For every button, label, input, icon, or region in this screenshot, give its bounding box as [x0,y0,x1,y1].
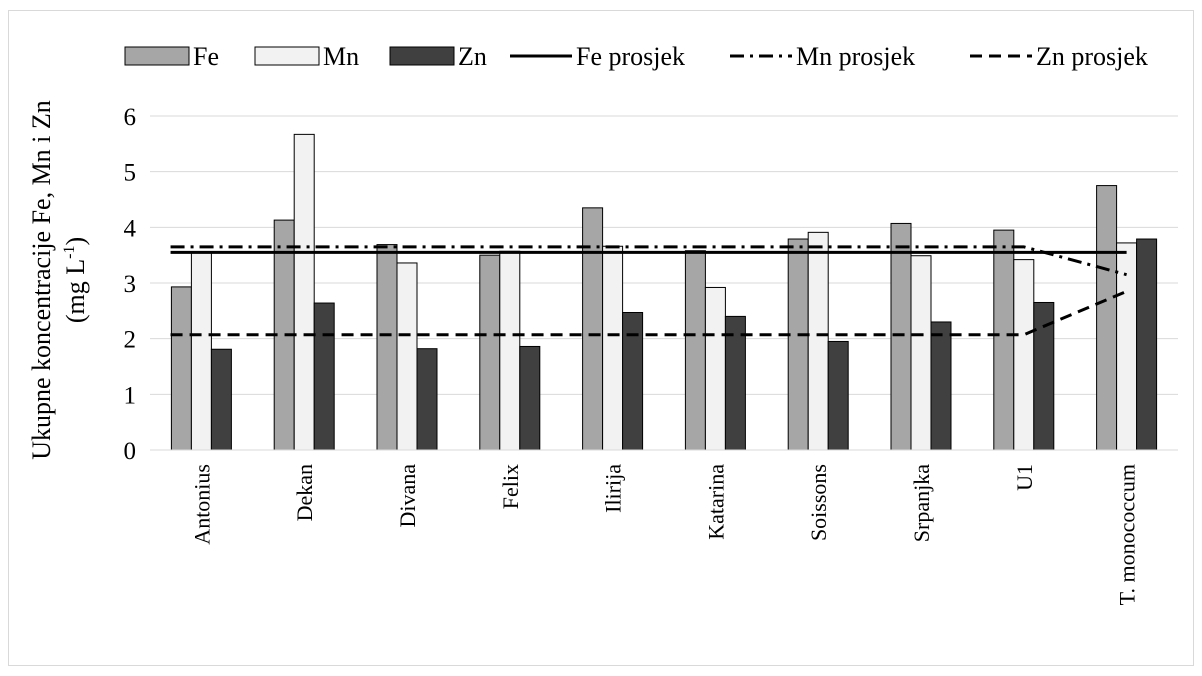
bar-fe-4 [582,207,604,451]
legend-label: Mn [323,42,359,71]
bar-mn-8 [1013,259,1035,451]
category-label: Antonius [189,464,214,545]
y-tick-label: 5 [124,160,137,187]
bar-mn-6 [807,231,829,451]
bar-fe-7 [890,222,912,451]
bar-fe-6 [787,238,809,451]
bar-zn-7 [930,321,952,451]
y-tick-label: 2 [124,327,137,354]
category-label: T. monococcum [1115,464,1140,605]
bar-mn-1 [293,133,315,451]
avg-line-zn-prosjek [170,289,1128,337]
legend-swatch-fe [124,46,190,66]
category-label: Felix [498,464,523,509]
bar-fe-3 [479,254,501,451]
y-axis-title-line1: Ukupne koncentracije Fe, Mn i Zn [27,100,56,460]
legend-label: Zn [458,42,487,71]
bar-zn-9 [1136,238,1158,451]
bar-fe-0 [170,286,192,451]
legend-label: Fe prosjek [576,42,685,71]
bar-mn-2 [396,262,418,451]
y-tick-label: 6 [124,104,137,131]
bar-zn-4 [622,312,644,451]
bar-fe-8 [993,229,1015,451]
bar-mn-5 [704,286,726,451]
legend: Fe Mn Zn Fe prosjek Mn prosjek Zn prosjek [124,42,1148,71]
bar-fe-5 [684,250,706,451]
avg-line-mn-prosjek [170,245,1127,277]
y-tick-label: 3 [124,271,137,298]
bar-mn-4 [602,245,624,451]
y-tick-label: 0 [124,438,137,465]
average-lines [170,245,1128,337]
legend-label: Mn prosjek [796,42,915,71]
bar-mn-7 [910,255,932,451]
bar-zn-1 [313,302,335,451]
legend-swatch-mn [254,46,320,66]
category-label: Divana [395,464,420,528]
bar-zn-0 [210,348,232,451]
legend-label: Fe [193,42,219,71]
y-tick-label: 4 [124,215,137,242]
category-label: Soissons [806,464,831,541]
bar-zn-2 [416,348,438,451]
category-label: Dekan [292,464,317,521]
bar-zn-6 [827,340,849,451]
category-label: Katarina [703,464,728,540]
bar-zn-5 [724,315,746,451]
bars [170,133,1158,451]
y-axis-title-line2: (mg L-1) [61,237,90,323]
legend-swatch-zn [389,46,455,66]
bar-mn-3 [499,250,521,451]
y-tick-label: 1 [124,382,137,409]
legend-label: Zn prosjek [1036,42,1148,71]
category-label: Ilirija [601,464,626,513]
bar-fe-2 [376,244,398,451]
bar-zn-3 [519,345,541,451]
category-label: Srpanjka [909,464,934,542]
bar-mn-0 [190,251,212,451]
bar-fe-9 [1096,185,1118,451]
category-label: U1 [1012,464,1037,491]
